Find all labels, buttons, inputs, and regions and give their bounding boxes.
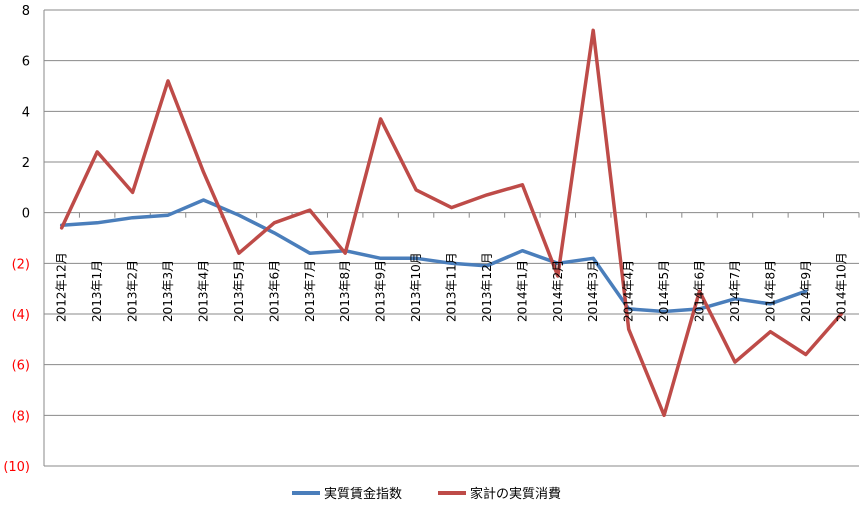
x-tick-label: 2014年6月 [693,260,707,322]
y-tick-label: 8 [22,4,30,19]
x-tick-label: 2014年2月 [551,260,565,322]
x-tick-label: 2014年5月 [657,260,671,322]
y-tick-label: 6 [22,55,30,70]
x-tick-label: 2013年3月 [161,260,175,322]
y-tick-label: (2) [12,257,30,272]
x-tick-label: 2014年7月 [728,260,742,322]
y-tick-label: (8) [12,409,30,424]
x-tick-label: 2013年11月 [445,252,459,322]
y-tick-label: (4) [12,308,30,323]
x-tick-label: 2012年12月 [55,252,69,322]
x-tick-label: 2013年10月 [409,252,423,322]
x-tick-label: 2014年4月 [622,260,636,322]
x-tick-label: 2014年1月 [515,260,529,322]
series-line [59,198,808,314]
x-tick-label: 2013年6月 [267,260,281,322]
axes [43,10,860,466]
x-tick-label: 2013年4月 [196,260,210,322]
legend: 実質賃金指数 家計の実質消費 [292,486,561,502]
x-tick-label: 2013年8月 [338,260,352,322]
x-tick-label: 2013年2月 [126,260,140,322]
y-tick-label: 2 [22,156,30,171]
x-tick-label: 2014年3月 [586,260,600,322]
y-tick-label: 4 [22,105,30,120]
x-tick-label: 2014年9月 [799,260,813,322]
x-axis-ticks: 2012年12月 2013年1月 2013年2月 2013年3月 2013年4月 2013… [55,252,849,322]
x-tick-label: 2013年9月 [374,260,388,322]
x-tick-label: 2013年7月 [303,260,317,322]
x-tick-label: 2013年5月 [232,260,246,322]
x-tick-label: 2013年12月 [480,252,494,322]
series-line [59,28,844,418]
legend-label: 家計の実質消費 [470,486,561,502]
x-tick-label: 2014年8月 [763,260,777,322]
gridlines [44,9,859,467]
y-tick-label: 0 [22,207,30,222]
x-tick-label: 2014年10月 [834,252,848,322]
y-tick-label: (6) [12,359,30,374]
y-axis-ticks: 8 6 4 2 0 (2) (4) (6) (8) (10) [3,4,30,475]
series-lines [59,28,844,418]
legend-label: 実質賃金指数 [324,486,402,502]
y-tick-label: (10) [3,460,30,475]
x-tick-label: 2013年1月 [90,260,104,322]
